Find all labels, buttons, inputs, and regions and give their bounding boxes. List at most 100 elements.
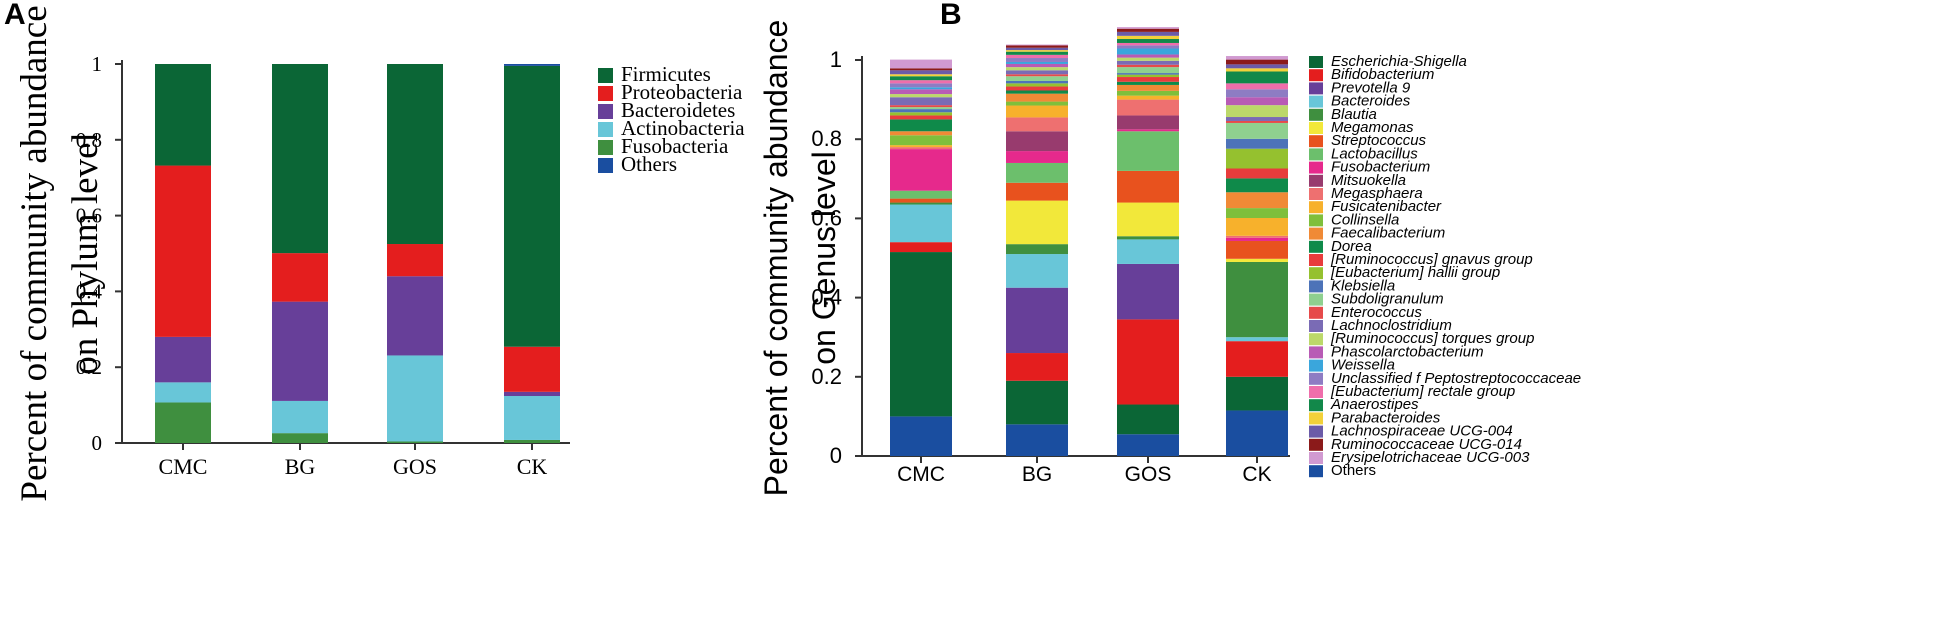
legend-swatch-eubacterium-rectale-group: [1309, 386, 1323, 398]
bar-segment-cmc-collinsella: [890, 135, 952, 146]
bar-segment-gos-lactobacillus: [1117, 131, 1179, 171]
legend-swatch-lactobacillus: [1309, 148, 1323, 161]
y-tick-label: 0.8: [811, 126, 842, 151]
y-axis-label-line-1: Percent of community abundance: [758, 20, 794, 497]
y-tick-label: 0.4: [811, 285, 842, 310]
legend-swatch-prevotella-9: [1309, 82, 1323, 95]
bar-segment-ck-ruminococcus-gnavus-group: [1226, 168, 1288, 179]
bar-segment-gos-lachnoclostridium: [1117, 60, 1179, 65]
bar-segment-cmc-blautia: [890, 202, 952, 205]
legend-swatch-proteobacteria: [598, 86, 613, 101]
legend-label-klebsiella: Klebsiella: [1331, 277, 1395, 294]
bar-segment-cmc-actinobacteria: [155, 382, 211, 403]
bar-segment-cmc-ruminococcus-torques-group: [890, 94, 952, 98]
bar-segment-bg-klebsiella: [1006, 80, 1068, 84]
bar-segment-gos-anaerostipes: [1117, 39, 1179, 43]
bar-segment-bg-lachnoclostridium: [1006, 70, 1068, 75]
bar-segment-cmc-anaerostipes: [890, 76, 952, 81]
legend-swatch-anaerostipes: [1309, 399, 1323, 412]
legend-label-anaerostipes: Anaerostipes: [1330, 396, 1419, 413]
bar-segment-gos-actinobacteria: [387, 355, 443, 442]
legend-swatch-streptococcus: [1309, 135, 1323, 148]
bar-segment-gos-firmicutes: [387, 64, 443, 245]
bar-segment-bg-others: [1006, 424, 1068, 456]
legend-label-lachnospiraceae-ucg-004: Lachnospiraceae UCG-004: [1331, 423, 1513, 440]
legend-swatch-blautia: [1309, 108, 1323, 121]
legend-label-mitsuokella: Mitsuokella: [1331, 172, 1406, 189]
legend-label-prevotella-9: Prevotella 9: [1331, 79, 1411, 96]
bar-segment-ck-subdoligranulum: [1226, 122, 1288, 139]
legend-label-lactobacillus: Lactobacillus: [1331, 145, 1418, 162]
panel-b-letter: B: [940, 0, 962, 31]
legend-swatch-bifidobacterium: [1309, 69, 1323, 82]
legend-label-collinsella: Collinsella: [1331, 211, 1399, 228]
legend-swatch-unclassified-f-peptostreptococcaceae: [1309, 372, 1323, 385]
bar-segment-gos-phascolarctobacterium: [1117, 54, 1179, 58]
bar-segment-gos-parabacteroides: [1117, 35, 1179, 40]
legend-label-escherichia-shigella: Escherichia-Shigella: [1331, 53, 1467, 70]
bar-segment-cmc-faecalibacterium: [890, 131, 952, 136]
legend-swatch-ruminococcaceae-ucg-014: [1309, 438, 1323, 451]
legend-swatch-escherichia-shigella: [1309, 56, 1323, 68]
bar-segment-bg-ruminococcaceae-ucg-014: [1006, 45, 1068, 48]
legend-label-fusobacterium: Fusobacterium: [1331, 159, 1430, 176]
legend-label-erysipelotrichaceae-ucg-003: Erysipelotrichaceae UCG-003: [1331, 449, 1530, 466]
legend-label-phascolarctobacterium: Phascolarctobacterium: [1331, 343, 1484, 360]
legend-swatch-erysipelotrichaceae-ucg-003: [1309, 452, 1323, 464]
y-axis-label-line-1: Percent of community abundance: [14, 5, 55, 501]
panel-a-letter: A: [4, 0, 26, 31]
bar-segment-ck-lachnoclostridium: [1226, 117, 1288, 121]
bar-segment-ck-fusicatenibacter: [1226, 218, 1288, 236]
legend-swatch-phascolarctobacterium: [1309, 346, 1323, 359]
legend-label-dorea: Dorea: [1331, 238, 1372, 255]
bar-segment-ck-phascolarctobacterium: [1226, 97, 1288, 106]
legend-label-lachnoclostridium: Lachnoclostridium: [1331, 317, 1452, 334]
bar-segment-cmc-bacteroidetes: [155, 336, 211, 383]
bar-segment-gos-erysipelotrichaceae-ucg-003: [1117, 27, 1179, 29]
bar-segment-ck-others: [504, 64, 560, 66]
legend-label-eubacterium-hallii-group: [Eubacterium] hallii group: [1330, 264, 1500, 281]
legend-swatch-mitsuokella: [1309, 174, 1323, 187]
legend-swatch-bacteroidetes: [598, 104, 613, 119]
bar-segment-gos-ruminococcaceae-ucg-014: [1117, 28, 1179, 32]
x-category-label-ck: CK: [1242, 463, 1271, 486]
bar-segment-cmc-bacteroides: [890, 204, 952, 243]
bar-segment-ck-actinobacteria: [504, 396, 560, 440]
legend-swatch-parabacteroides: [1309, 412, 1323, 425]
bar-segment-ck-megamonas: [1226, 258, 1288, 262]
bar-segment-gos-others: [1117, 434, 1179, 456]
bar-segment-ck-enterococcus: [1226, 120, 1288, 123]
bar-segment-gos-ruminococcus-torques-group: [1117, 57, 1179, 61]
bar-segment-ck-dorea: [1226, 178, 1288, 193]
bar-segment-ck-fusobacteria: [504, 439, 560, 443]
bar-segment-gos-dorea: [1117, 81, 1179, 85]
bar-segment-bg-dorea: [1006, 90, 1068, 94]
bar-segment-cmc-megasphaera: [890, 147, 952, 150]
bar-segment-ck-ruminococcus-torques-group: [1226, 105, 1288, 118]
legend-swatch-dorea: [1309, 240, 1323, 253]
bar-segment-gos-eubacterium-hallii-group: [1117, 74, 1179, 78]
y-tick-label: 0.6: [811, 205, 842, 230]
bar-segment-bg-eubacterium-rectale-group: [1006, 54, 1068, 59]
bar-segment-gos-eubacterium-rectale-group: [1117, 42, 1179, 46]
bar-segment-bg-actinobacteria: [272, 400, 328, 434]
bar-segment-ck-faecalibacterium: [1226, 192, 1288, 209]
panel-a-chart: Percent of community abundance on Phylum …: [14, 5, 745, 501]
bar-segment-bg-mitsuokella: [1006, 131, 1068, 152]
legend-swatch-weissella: [1309, 359, 1323, 372]
bar-segment-gos-lachnospiraceae-ucg-004: [1117, 31, 1179, 36]
bar-segment-bg-phascolarctobacterium: [1006, 63, 1068, 68]
bar-segment-cmc-eubacterium-hallii-group: [890, 112, 952, 116]
bar-segment-cmc-streptococcus: [890, 198, 952, 203]
bar-segment-cmc-ruminococcus-gnavus-group: [890, 115, 952, 120]
legend-label-bacteroidetes: Bacteroidetes: [621, 98, 735, 122]
bar-segment-ck-escherichia-shigella: [1226, 376, 1288, 411]
bar-segment-bg-lachnospiraceae-ucg-004: [1006, 47, 1068, 51]
bar-segment-cmc-ruminococcaceae-ucg-014: [890, 68, 952, 71]
legend-swatch-faecalibacterium: [1309, 227, 1323, 240]
bar-segment-ck-erysipelotrichaceae-ucg-003: [1226, 56, 1288, 60]
legend-swatch-klebsiella: [1309, 280, 1323, 293]
bar-segment-gos-fusobacterium: [1117, 129, 1179, 132]
y-tick-label: 0.6: [76, 204, 102, 228]
bar-segment-bg-lactobacillus: [1006, 162, 1068, 183]
